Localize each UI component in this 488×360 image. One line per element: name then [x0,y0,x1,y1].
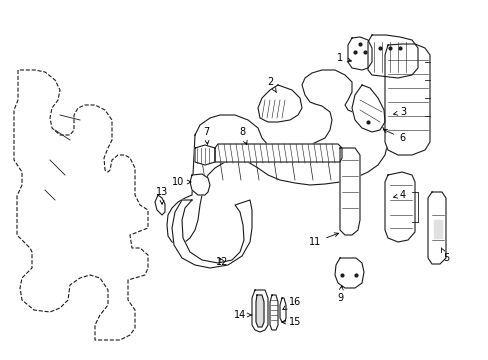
Polygon shape [367,35,417,78]
Text: 8: 8 [239,127,246,144]
Text: 11: 11 [308,233,338,247]
Polygon shape [269,295,278,330]
Text: 16: 16 [282,297,301,310]
Text: 14: 14 [233,310,251,320]
Polygon shape [167,70,387,244]
Text: 1: 1 [336,53,351,63]
Polygon shape [351,85,384,132]
Polygon shape [14,70,148,340]
Polygon shape [339,148,359,235]
Text: 15: 15 [281,317,301,327]
Polygon shape [172,200,251,268]
Polygon shape [384,172,414,242]
Polygon shape [215,144,341,162]
Text: 2: 2 [266,77,276,92]
Polygon shape [347,37,371,70]
Polygon shape [258,85,302,122]
Text: 13: 13 [156,187,168,204]
Text: 6: 6 [383,129,404,143]
Polygon shape [195,145,215,165]
Polygon shape [256,295,264,327]
Polygon shape [251,290,267,332]
Polygon shape [384,44,429,155]
Text: 3: 3 [393,107,405,117]
Polygon shape [190,174,209,195]
Text: 10: 10 [171,177,191,187]
Polygon shape [280,298,285,322]
Polygon shape [334,258,363,288]
Text: 4: 4 [393,190,405,200]
Text: 9: 9 [336,286,343,303]
Polygon shape [433,220,441,238]
Text: 7: 7 [203,127,209,144]
Polygon shape [427,192,445,264]
Text: 12: 12 [215,257,228,267]
Text: 5: 5 [440,248,448,263]
Polygon shape [155,195,164,215]
